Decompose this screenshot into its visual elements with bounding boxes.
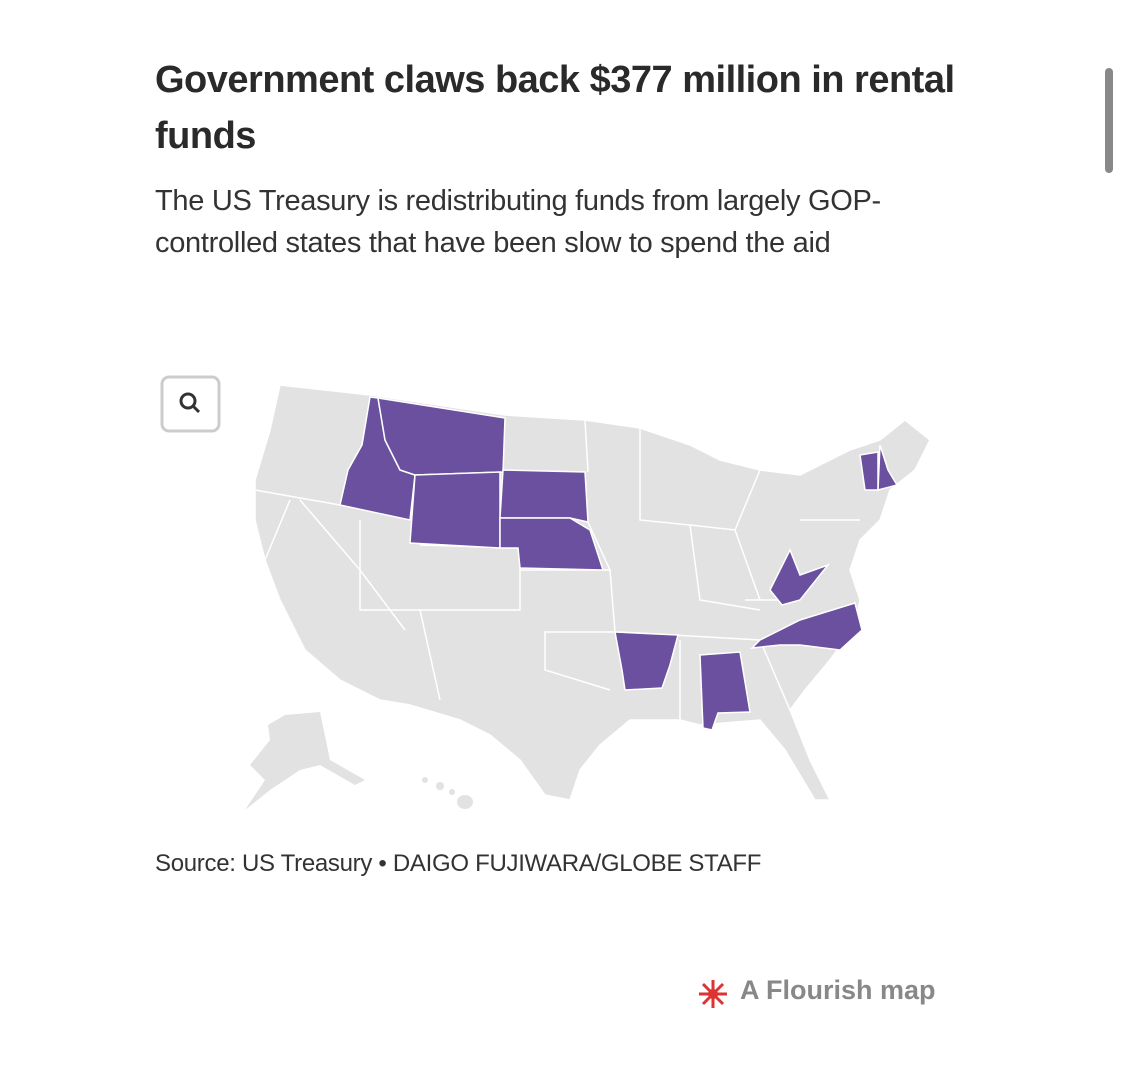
state-west-virginia xyxy=(769,548,831,606)
hawaii xyxy=(422,777,473,809)
source: Source: US Treasury • DAIGO FUJIWARA/GLO… xyxy=(155,850,762,877)
highlighted-states xyxy=(339,396,899,731)
us-map xyxy=(160,375,931,810)
state-north-carolina xyxy=(749,602,863,651)
state-wyoming xyxy=(409,471,501,549)
state-alabama xyxy=(699,651,751,731)
title: Government claws back $377 million in re… xyxy=(155,59,955,157)
lower-48 xyxy=(254,384,931,801)
scrollbar[interactable] xyxy=(1105,68,1113,173)
flourish-logo xyxy=(699,980,727,1008)
zoom-button[interactable] xyxy=(160,375,221,433)
credit[interactable]: A Flourish map xyxy=(740,975,936,1005)
state-south-dakota xyxy=(499,469,589,523)
subtitle: The US Treasury is redistributing funds … xyxy=(155,185,881,259)
state-new-hampshire xyxy=(877,444,899,491)
state-arkansas xyxy=(614,631,679,691)
state-montana xyxy=(377,397,506,476)
state-nebraska xyxy=(499,517,605,571)
alaska xyxy=(245,712,365,810)
